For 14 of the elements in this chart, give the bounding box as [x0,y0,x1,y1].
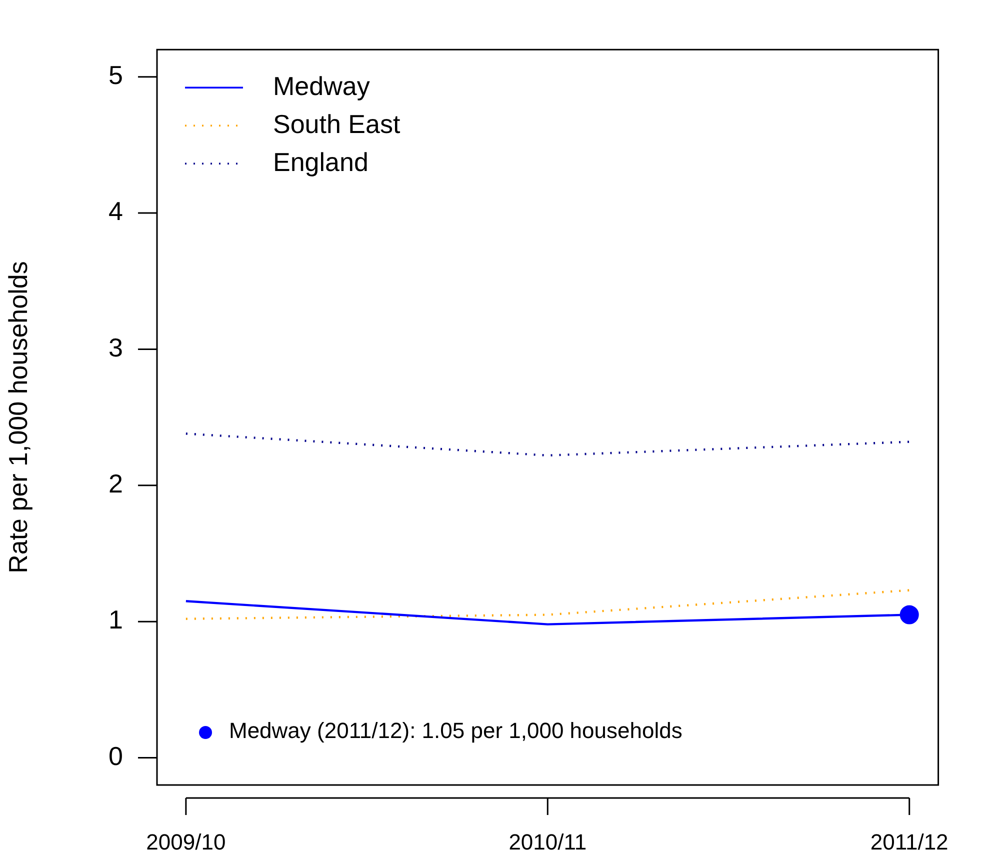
x-tick-label: 2010/11 [508,829,587,854]
x-tick-label: 2009/10 [146,829,226,854]
y-tick-label: 3 [108,332,123,362]
x-tick-label: 2011/12 [870,829,948,854]
y-axis-title: Rate per 1,000 households [2,261,33,574]
y-tick-label: 0 [108,740,123,771]
y-tick-label: 1 [108,604,123,635]
y-tick-label: 5 [108,60,123,90]
y-tick-label: 4 [108,196,123,226]
y-tick-label: 2 [108,468,123,499]
legend-label: South East [273,108,401,139]
legend-label: England [273,146,368,177]
legend-label: Medway [273,70,370,101]
annotation: Medway (2011/12): 1.05 per 1,000 households [229,718,682,744]
